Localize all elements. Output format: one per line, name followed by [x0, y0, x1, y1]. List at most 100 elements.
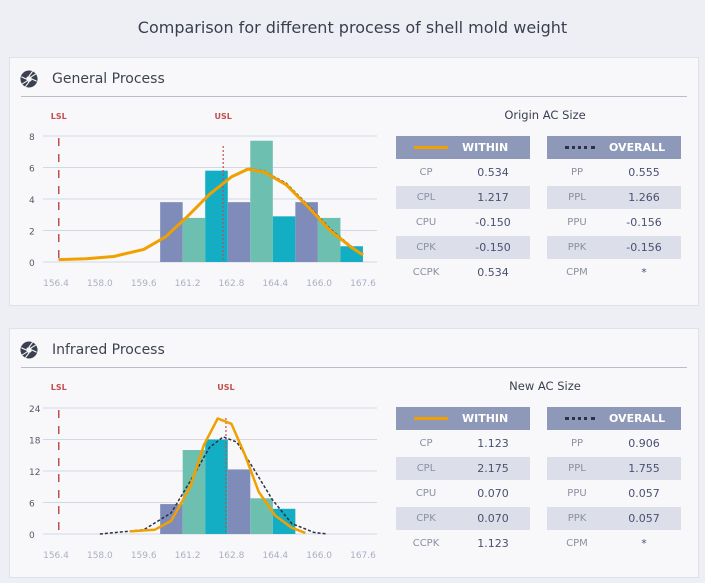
metric-value: 2.175	[477, 462, 509, 475]
within-header: WITHIN	[396, 136, 530, 159]
within-header: WITHIN	[396, 407, 530, 430]
metric-value: *	[641, 537, 647, 550]
y-tick-label: 6	[29, 165, 35, 175]
x-tick-label: 156.4	[43, 551, 69, 561]
x-tick-label: 167.6	[350, 279, 376, 289]
metric-value: 0.057	[628, 487, 660, 500]
overall-row-cpm: CPM *	[547, 261, 681, 284]
within-table: WITHIN CP 0.534 CPL 1.217 CPU -0.150 CPK -0.150…	[396, 136, 530, 284]
y-tick-label: 0	[29, 259, 35, 269]
histogram-bar	[295, 202, 318, 262]
histogram-chart: 0 2 4 6 8 156.4 158.0 159.6 161.2 162.8 164.4 166.0…	[29, 112, 377, 289]
within-row-cp: CP 1.123	[396, 432, 530, 455]
within-row-cpu: CPU -0.150	[396, 211, 530, 234]
overall-legend-dotted-line-icon	[565, 146, 595, 149]
histogram-bar	[227, 469, 251, 534]
metric-label: PP	[570, 167, 584, 178]
overall-header-label: OVERALL	[609, 141, 666, 154]
metric-value: 0.070	[477, 512, 509, 525]
x-tick-label: 158.0	[87, 279, 113, 289]
metric-value: 1.217	[477, 191, 509, 204]
overall-table: OVERALL PP 0.906 PPL 1.755 PPU 0.057 PPK 0.057 C…	[547, 407, 681, 555]
usl-label: USL	[215, 112, 232, 121]
x-tick-label: 167.6	[350, 551, 376, 561]
metric-label: CP	[419, 167, 433, 178]
lsl-label: LSL	[51, 112, 67, 121]
overall-row-ppk: PPK 0.057	[547, 507, 681, 530]
y-tick-label: 24	[29, 405, 41, 415]
general-process-panel: General Process 0 2 4 6 8 156.4 158.0 159.6 161.…	[9, 57, 699, 306]
within-row-ccpk: CCPK 0.534	[396, 261, 530, 284]
y-tick-label: 4	[29, 196, 35, 206]
panel-title: General Process	[52, 71, 165, 87]
table-subtitle: New AC Size	[509, 379, 581, 393]
metric-value: -0.156	[626, 241, 662, 254]
metric-label: PPK	[567, 242, 587, 253]
within-legend-solid-line-icon	[414, 146, 448, 149]
x-tick-label: 158.0	[87, 551, 113, 561]
panel-divider	[21, 367, 687, 368]
overall-row-ppk: PPK -0.156	[547, 236, 681, 259]
overall-legend-dotted-line-icon	[565, 417, 595, 420]
y-tick-label: 18	[29, 437, 41, 447]
metric-label: PPL	[568, 192, 586, 203]
metric-label: CCPK	[412, 267, 440, 278]
metric-label: CPM	[566, 267, 588, 278]
x-tick-label: 159.6	[131, 279, 157, 289]
overall-row-pp: PP 0.555	[547, 161, 681, 184]
metric-label: PPK	[567, 513, 587, 524]
metric-label: CPK	[416, 513, 436, 524]
overall-table: OVERALL PP 0.555 PPL 1.266 PPU -0.156 PPK -0.15…	[547, 136, 681, 284]
metric-label: CP	[419, 438, 433, 449]
histogram-bar	[250, 140, 273, 262]
overall-curve	[99, 436, 328, 535]
metric-label: CPU	[415, 488, 437, 499]
lsl-label: LSL	[51, 383, 67, 392]
x-tick-label: 159.6	[131, 551, 157, 561]
metric-value: *	[641, 266, 647, 279]
within-row-cpk: CPK 0.070	[396, 507, 530, 530]
histogram-chart: 0 6 12 18 24 156.4 158.0 159.6 161.2 162.8 164.4 16…	[29, 383, 377, 561]
metric-value: -0.156	[626, 216, 662, 229]
metric-value: 0.534	[477, 266, 509, 279]
metric-value: 1.123	[477, 537, 509, 550]
y-tick-label: 0	[29, 531, 35, 541]
metric-value: 0.906	[628, 437, 660, 450]
panel-title: Infrared Process	[52, 342, 165, 358]
metric-value: -0.150	[475, 216, 511, 229]
metric-value: 0.070	[477, 487, 509, 500]
within-table: WITHIN CP 1.123 CPL 2.175 CPU 0.070 CPK 0.070 CC…	[396, 407, 530, 555]
usl-label: USL	[217, 383, 234, 392]
x-tick-label: 164.4	[262, 279, 288, 289]
overall-row-cpm: CPM *	[547, 532, 681, 555]
metric-label: PPU	[567, 488, 587, 499]
metric-value: -0.150	[475, 241, 511, 254]
metric-label: CPK	[416, 242, 436, 253]
x-tick-label: 162.8	[219, 551, 245, 561]
histogram-bar	[205, 439, 228, 534]
within-row-cpu: CPU 0.070	[396, 482, 530, 505]
within-header-label: WITHIN	[462, 141, 509, 154]
within-row-cp: CP 0.534	[396, 161, 530, 184]
histogram-bar	[227, 202, 251, 262]
histogram-bar	[182, 217, 206, 262]
x-tick-label: 166.0	[306, 551, 332, 561]
x-tick-label: 166.0	[306, 279, 332, 289]
histogram-bar	[250, 498, 273, 534]
overall-row-ppu: PPU 0.057	[547, 482, 681, 505]
overall-header: OVERALL	[547, 407, 681, 430]
metric-label: CCPK	[412, 538, 440, 549]
y-tick-label: 8	[29, 133, 35, 143]
within-row-cpl: CPL 1.217	[396, 186, 530, 209]
metric-label: PPU	[567, 217, 587, 228]
table-subtitle: Origin AC Size	[504, 108, 586, 122]
aperture-icon	[20, 70, 38, 88]
metric-label: CPM	[566, 538, 588, 549]
page-title: Comparison for different process of shel…	[137, 18, 568, 37]
histogram-bar	[317, 217, 341, 262]
aperture-icon	[20, 341, 38, 359]
panel-divider	[21, 96, 687, 97]
within-curve	[58, 167, 364, 262]
metric-value: 0.057	[628, 512, 660, 525]
y-tick-label: 12	[29, 468, 40, 478]
